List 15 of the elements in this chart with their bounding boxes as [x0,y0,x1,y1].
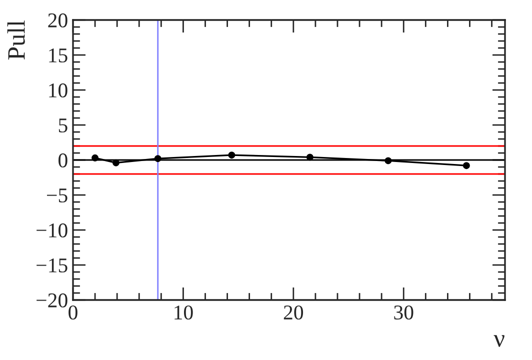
x-axis-title: ν [494,335,504,347]
y-tick-label: 5 [58,118,68,132]
x-tick-label: 30 [394,305,414,320]
x-tick-label: 20 [284,305,304,320]
y-tick-label: 0 [58,153,68,168]
y-tick-label: −10 [36,223,68,238]
y-tick-label: −20 [36,293,68,308]
y-tick-label: 20 [48,13,68,28]
x-tick-label: 0 [68,305,78,320]
y-tick-label: 10 [49,83,68,98]
y-tick-label: −15 [36,258,68,272]
y-axis-title: Pull [7,20,25,60]
y-tick-label: −5 [47,188,68,202]
x-tick-label: 10 [174,305,193,320]
y-tick-label: 15 [49,48,68,62]
